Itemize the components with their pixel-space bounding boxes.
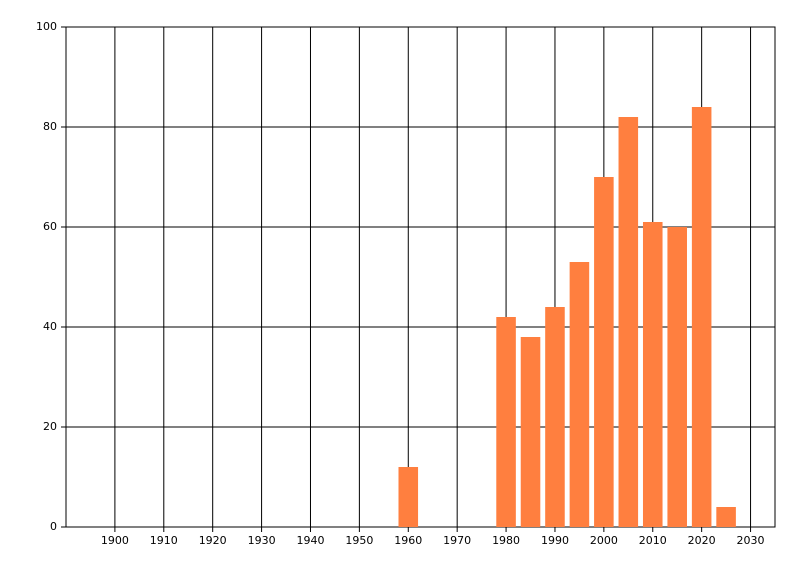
y-tick-label: 60	[43, 220, 57, 233]
y-tick-label: 0	[50, 520, 57, 533]
bar	[569, 262, 590, 527]
x-tick-label: 1900	[101, 534, 129, 547]
bar	[642, 222, 663, 527]
x-tick-label: 1970	[443, 534, 471, 547]
x-tick-label: 2010	[639, 534, 667, 547]
y-tick-label: 100	[36, 20, 57, 33]
x-tick-label: 1960	[394, 534, 422, 547]
bar	[594, 177, 614, 527]
bar	[618, 117, 639, 527]
y-tick-label: 80	[43, 120, 57, 133]
x-tick-label: 1950	[345, 534, 373, 547]
y-tick-label: 20	[43, 420, 57, 433]
x-tick-label: 1980	[492, 534, 520, 547]
bar	[716, 507, 736, 527]
x-tick-label: 2000	[590, 534, 618, 547]
x-tick-label: 2030	[737, 534, 765, 547]
x-tick-label: 1940	[296, 534, 324, 547]
x-tick-label: 1920	[199, 534, 227, 547]
x-tick-label: 2020	[688, 534, 716, 547]
bar	[520, 337, 541, 527]
bar	[667, 227, 687, 527]
bar	[691, 107, 712, 527]
y-tick-label: 40	[43, 320, 57, 333]
bar	[496, 317, 516, 527]
x-tick-label: 1990	[541, 534, 569, 547]
bar	[545, 307, 565, 527]
bar	[398, 467, 419, 527]
x-tick-label: 1930	[248, 534, 276, 547]
x-tick-label: 1910	[150, 534, 178, 547]
